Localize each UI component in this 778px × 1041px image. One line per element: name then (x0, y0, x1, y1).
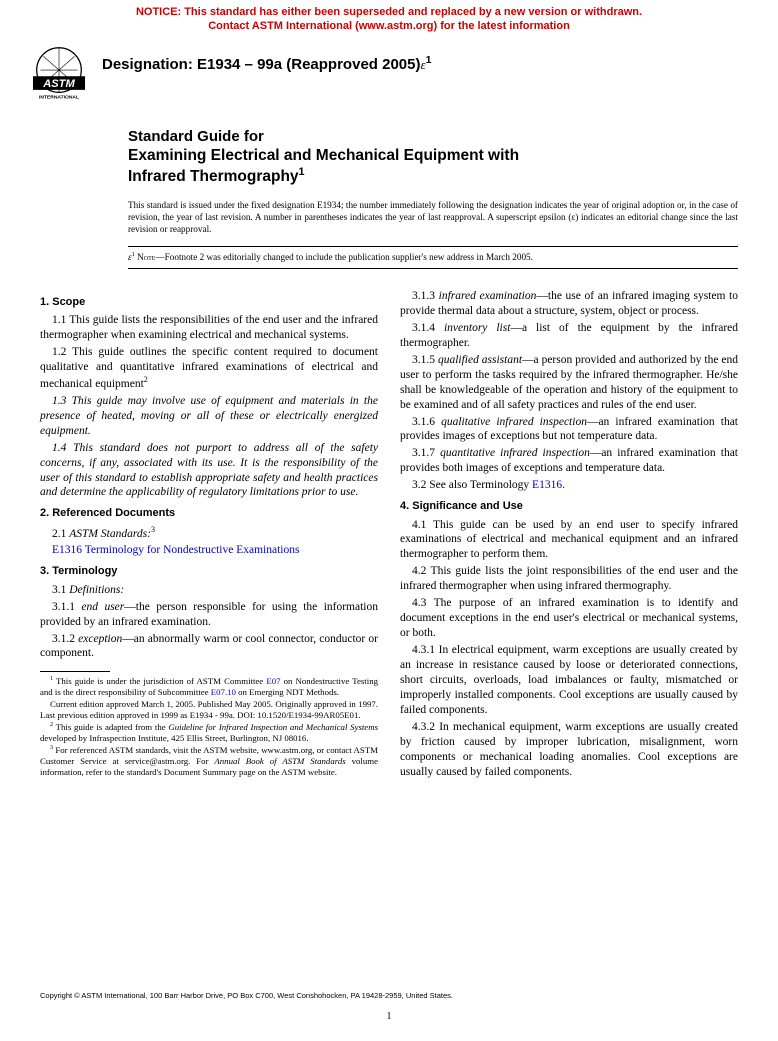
svg-text:ASTM: ASTM (42, 77, 75, 89)
para-4-3-2: 4.3.2 In mechanical equipment, warm exce… (400, 720, 738, 780)
footnotes: 1 This guide is under the jurisdiction o… (40, 676, 378, 778)
header: ASTM INTERNATIONAL Designation: E1934 – … (0, 34, 778, 106)
astm-logo: ASTM INTERNATIONAL (28, 44, 90, 106)
link-e1316[interactable]: E1316 (52, 544, 82, 556)
def-exception: 3.1.2 exception—an abnormally warm or co… (40, 632, 378, 662)
def-quantitative: 3.1.7 quantitative infrared inspection—a… (400, 446, 738, 476)
def-end-user: 3.1.1 end user—the person responsible fo… (40, 600, 378, 630)
def-qualified-assistant: 3.1.5 qualified assistant—a person provi… (400, 353, 738, 413)
epsilon-sup: 1 (426, 54, 432, 66)
para-3-2: 3.2 See also Terminology E1316. (400, 478, 738, 493)
footnote-1b: Current edition approved March 1, 2005. … (40, 699, 378, 721)
section-2-head: 2. Referenced Documents (40, 506, 378, 520)
para-1-4: 1.4 This standard does not purport to ad… (40, 441, 378, 501)
def-inventory-list: 3.1.4 inventory list—a list of the equip… (400, 321, 738, 351)
notice-line-2: Contact ASTM International (www.astm.org… (208, 20, 570, 32)
para-4-1: 4.1 This guide can be used by an end use… (400, 518, 738, 563)
editorial-note: ε1 Note—Footnote 2 was editorially chang… (128, 246, 738, 269)
ref-e1316: E1316 Terminology for Nondestructive Exa… (40, 543, 378, 558)
para-3-1: 3.1 Definitions: (40, 583, 378, 598)
para-4-3: 4.3 The purpose of an infrared examinati… (400, 596, 738, 641)
link-e1316-b[interactable]: E1316 (532, 479, 562, 491)
footnote-1: 1 This guide is under the jurisdiction o… (40, 676, 378, 698)
body-columns: 1. Scope 1.1 This guide lists the respon… (0, 269, 778, 781)
notice-line-1: NOTICE: This standard has either been su… (136, 6, 642, 18)
designation-prefix: Designation: (102, 56, 197, 73)
link-e0710[interactable]: E07.10 (211, 687, 236, 697)
title-line-2: Examining Electrical and Mechanical Equi… (128, 146, 738, 165)
link-e07[interactable]: E07 (266, 676, 280, 686)
def-qualitative: 3.1.6 qualitative infrared inspection—an… (400, 415, 738, 445)
para-1-2: 1.2 This guide outlines the specific con… (40, 345, 378, 392)
page-number: 1 (0, 1010, 778, 1023)
copyright: Copyright © ASTM International, 100 Barr… (40, 991, 738, 1001)
svg-text:INTERNATIONAL: INTERNATIONAL (39, 94, 79, 100)
title-line-3: Infrared Thermography1 (128, 166, 738, 187)
issuance-note: This standard is issued under the fixed … (0, 186, 778, 236)
notice-banner: NOTICE: This standard has either been su… (0, 0, 778, 34)
section-3-head: 3. Terminology (40, 564, 378, 578)
footnote-rule (40, 671, 110, 672)
para-1-3: 1.3 This guide may involve use of equipm… (40, 394, 378, 439)
section-4-head: 4. Significance and Use (400, 499, 738, 513)
right-column: 3.1.3 infrared examination—the use of an… (400, 289, 738, 781)
section-1-head: 1. Scope (40, 295, 378, 309)
para-4-3-1: 4.3.1 In electrical equipment, warm exce… (400, 643, 738, 718)
def-infrared-exam: 3.1.3 infrared examination—the use of an… (400, 289, 738, 319)
designation-code: E1934 – 99a (Reapproved 2005) (197, 56, 420, 73)
footnote-2: 2 This guide is adapted from the Guideli… (40, 722, 378, 744)
title-line-1: Standard Guide for (128, 128, 738, 147)
left-column: 1. Scope 1.1 This guide lists the respon… (40, 289, 378, 781)
footnote-3: 3 For referenced ASTM standards, visit t… (40, 745, 378, 778)
designation: Designation: E1934 – 99a (Reapproved 200… (102, 44, 431, 75)
para-1-1: 1.1 This guide lists the responsibilitie… (40, 313, 378, 343)
title-block: Standard Guide for Examining Electrical … (0, 106, 778, 187)
para-2-1: 2.1 ASTM Standards:3 (40, 525, 378, 542)
para-4-2: 4.2 This guide lists the joint responsib… (400, 564, 738, 594)
